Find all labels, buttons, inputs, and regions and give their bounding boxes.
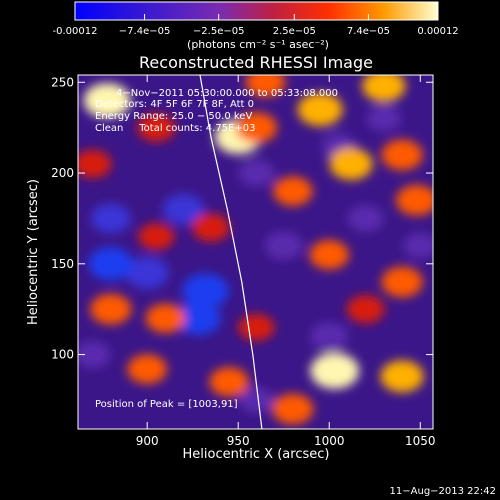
colorbar-tick-label: 7.4e−05 xyxy=(347,26,390,37)
hot-spot xyxy=(191,213,230,242)
cold-spot xyxy=(264,231,303,260)
hot-spot xyxy=(272,393,314,425)
cold-spot xyxy=(403,232,433,259)
x-tick-label: 1000 xyxy=(314,434,345,448)
y-axis-label: Heliocentric Y (arcsec) xyxy=(26,179,41,325)
colorbar-tick-label: −7.4e−05 xyxy=(119,26,171,37)
y-tick-label: 100 xyxy=(51,348,74,362)
colorbar-unit-label: (photons cm⁻² s⁻¹ asec⁻²) xyxy=(187,38,329,51)
hot-spot xyxy=(138,223,175,250)
cold-spot xyxy=(78,341,111,368)
hot-spot xyxy=(78,149,112,178)
colorbar-tick-label: 2.5e−05 xyxy=(273,26,316,37)
hot-spot xyxy=(273,176,313,206)
plot-area: 900 950 1000 1050 100 150 200 250 xyxy=(51,74,436,448)
annotation-peak: Position of Peak = [1003,91] xyxy=(95,399,238,410)
colorbar-tick-label: -0.00012 xyxy=(53,26,98,37)
cold-spot xyxy=(90,203,131,234)
cold-spot xyxy=(175,301,221,335)
cold-spot xyxy=(239,387,274,413)
colorbar: -0.00012 −7.4e−05 −2.5e−05 2.5e−05 7.4e−05 0.… xyxy=(53,1,459,51)
axis-ticks: 900 950 1000 1050 100 150 200 250 xyxy=(51,75,436,448)
hot-spot xyxy=(90,293,132,325)
footer-timestamp: 11−Aug−2013 22:42 xyxy=(390,486,496,497)
plot-frame xyxy=(77,74,434,430)
hot-spot xyxy=(238,314,275,341)
hot-spot xyxy=(137,113,176,142)
colorbar-gradient xyxy=(74,1,439,21)
chart-title: Reconstructed RHESSI Image xyxy=(139,53,373,72)
x-tick-label: 900 xyxy=(136,434,159,448)
annotations: 4−Nov−2011 05:30:00.000 to 05:33:08.000 … xyxy=(95,88,338,410)
cold-spot xyxy=(88,247,134,281)
hot-spot xyxy=(380,360,424,393)
hot-spot xyxy=(329,147,373,180)
solar-limb xyxy=(199,75,263,429)
cold-spot xyxy=(162,194,205,225)
annotation-time-range: 4−Nov−2011 05:30:00.000 to 05:33:08.000 xyxy=(116,88,338,99)
hot-spot xyxy=(381,266,423,298)
hot-spot xyxy=(209,367,249,397)
hot-spot xyxy=(395,184,433,216)
hot-spot xyxy=(127,354,167,384)
hot-spot xyxy=(145,303,186,333)
hot-spot xyxy=(346,295,385,324)
hot-spot xyxy=(310,352,359,389)
cold-spot xyxy=(347,205,384,232)
hot-spot xyxy=(235,112,278,143)
annotation-clean-counts: Clean Total counts: 4.75E+03 xyxy=(95,123,255,134)
annotation-energy-range: Energy Range: 25.0 − 50.0 keV xyxy=(95,111,252,122)
cold-spot xyxy=(310,322,349,351)
hot-spot xyxy=(362,75,406,102)
x-tick-label: 950 xyxy=(227,434,250,448)
x-axis-label: Heliocentric X (arcsec) xyxy=(183,447,330,462)
cold-spot xyxy=(238,159,275,187)
colorbar-ticks: -0.00012 −7.4e−05 −2.5e−05 2.5e−05 7.4e−05 0.… xyxy=(53,14,459,37)
cold-spot xyxy=(366,105,401,132)
cold-spot xyxy=(125,256,169,289)
y-tick-label: 200 xyxy=(51,166,74,180)
colorbar-tick-label: −2.5e−05 xyxy=(193,26,245,37)
hot-spot xyxy=(245,75,286,97)
hot-spot xyxy=(381,139,423,171)
annotation-detectors: Detectors: 4F 5F 6F 7F 8F, Att 0 xyxy=(95,99,254,110)
colorbar-tick-label: 0.00012 xyxy=(417,26,458,37)
y-tick-label: 150 xyxy=(51,257,74,271)
x-tick-label: 1050 xyxy=(405,434,436,448)
cold-spot xyxy=(182,273,229,309)
hot-spot xyxy=(83,83,131,118)
heatmap-blobs xyxy=(78,75,433,425)
hot-spot xyxy=(297,92,343,127)
hot-spot xyxy=(309,240,350,270)
y-tick-label: 250 xyxy=(51,75,74,89)
